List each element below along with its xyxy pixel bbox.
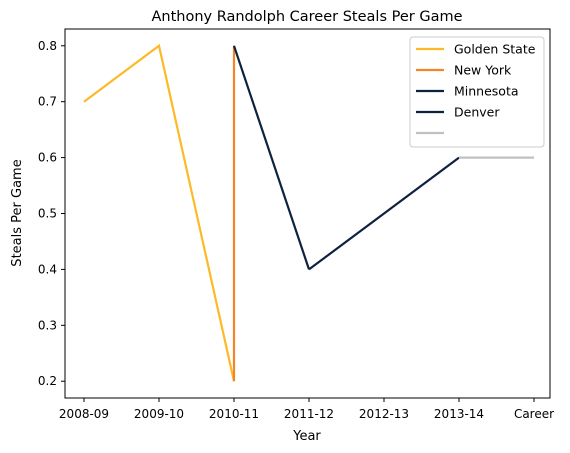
y-tick-label: 0.7 [38,95,57,109]
x-tick-label: 2009-10 [134,407,184,421]
series-line-minnesota [232,45,311,270]
legend-label: Denver [454,105,500,120]
legend-label: Golden State [454,42,536,57]
legend: Golden State New York Minnesota Denver [409,36,545,148]
legend-box [409,36,545,148]
y-tick-label: 0.6 [38,151,57,165]
chart-title: Anthony Randolph Career Steals Per Game [151,9,462,25]
legend-label: Minnesota [454,84,519,99]
y-tick-label: 0.4 [38,262,57,276]
series-line-denver [308,156,460,271]
y-axis-label: Steals Per Game [10,159,25,266]
y-tick-label: 0.5 [38,207,57,221]
y-tick-label: 0.3 [38,318,57,332]
x-tick-label: 2008-09 [59,407,109,421]
x-tick-label: 2012-13 [359,407,409,421]
series-line-golden-state [83,43,236,382]
legend-label: New York [454,63,512,78]
x-tick-label: 2011-12 [284,407,334,421]
y-tick-label: 0.2 [38,374,57,388]
x-tick-label: Career [514,407,554,421]
y-tick-label: 0.8 [38,39,57,53]
plot-lines [83,43,534,382]
x-axis: 2008-09 2009-10 2010-11 2011-12 2012-13 2013-… [59,398,554,421]
y-axis: 0.2 0.3 0.4 0.5 0.6 0.7 0.8 [38,39,65,388]
x-tick-label: 2010-11 [209,407,259,421]
x-axis-label: Year [292,429,321,444]
x-tick-label: 2013-14 [434,407,484,421]
